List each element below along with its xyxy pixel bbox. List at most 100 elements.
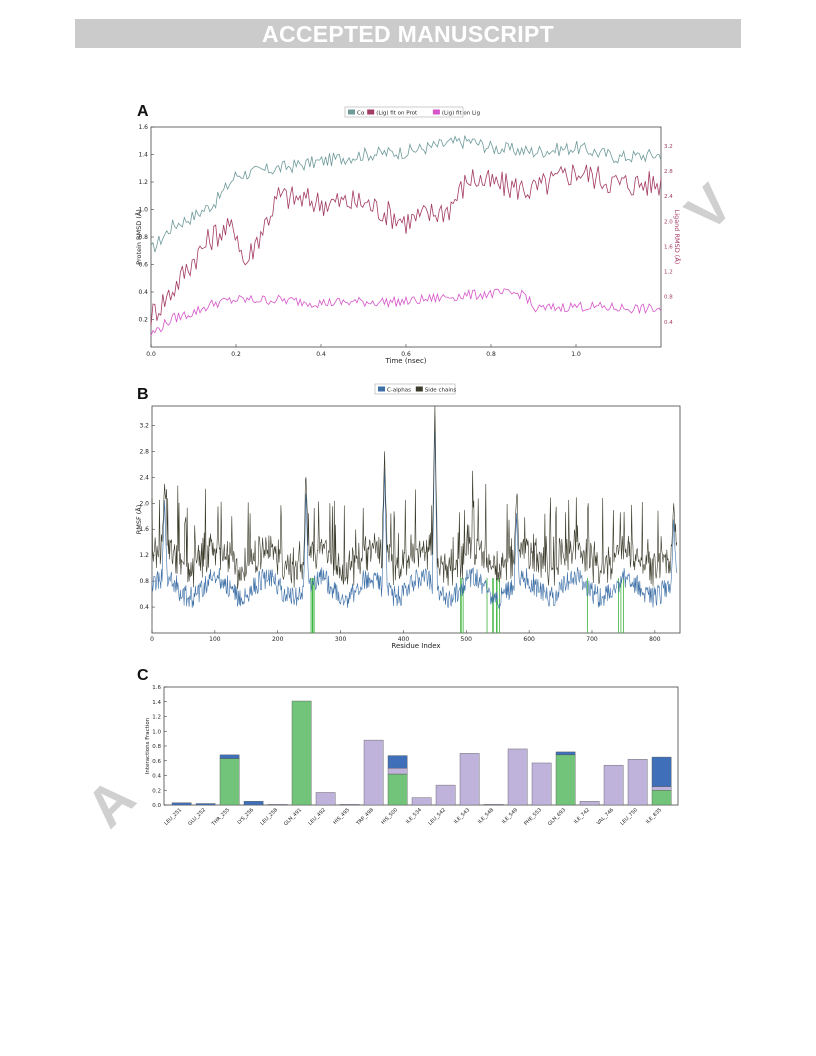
category-label-c: ILE_742 xyxy=(573,807,591,825)
series-line-a xyxy=(150,135,662,253)
legend-swatch-a xyxy=(432,109,440,115)
y2-tick-label-a: 2.0 xyxy=(664,219,673,225)
y-tick-label-c: 1.0 xyxy=(152,729,161,735)
category-label-c: VAL_746 xyxy=(596,807,615,826)
bar-segment xyxy=(579,801,600,806)
category-label-c: ILE_534 xyxy=(405,807,423,825)
y-tick-label-a: 1.0 xyxy=(138,207,148,214)
plot-frame-a xyxy=(150,126,662,348)
x-tick-label-b: 700 xyxy=(586,636,598,643)
legend-swatch-a xyxy=(348,109,355,115)
bar-segment xyxy=(363,739,384,806)
y-tick-label-c: 0.4 xyxy=(152,774,161,780)
legend-swatch-b xyxy=(415,386,423,392)
bar-segment xyxy=(339,804,360,806)
bar-segment xyxy=(651,756,672,787)
bar-segment xyxy=(267,804,288,806)
bar-segment xyxy=(651,786,672,791)
legend-label-a: Cα xyxy=(357,111,365,117)
x-tick-label-a: 0.8 xyxy=(486,351,496,358)
category-label-c: THR_255 xyxy=(210,807,231,828)
bar-segment xyxy=(387,767,408,775)
y2-axis-label-a: Ligand RMSD (Å) xyxy=(673,210,682,265)
category-label-c: HIS_495 xyxy=(332,807,351,826)
watermark-right: V xyxy=(673,172,745,243)
category-label-c: GLN_693 xyxy=(547,807,567,827)
y-tick-label-a: 0.2 xyxy=(138,317,148,324)
bar-segment xyxy=(387,773,408,806)
y-tick-label-b: 1.2 xyxy=(139,552,149,559)
manuscript-banner: ACCEPTED MANUSCRIPT xyxy=(75,19,741,48)
y-tick-label-b: 1.6 xyxy=(139,526,149,533)
y2-tick-label-a: 1.2 xyxy=(664,270,673,276)
y2-tick-label-a: 1.6 xyxy=(664,244,673,250)
watermark-left: A xyxy=(73,765,147,840)
y-tick-label-b: 0.4 xyxy=(139,604,149,611)
bar-segment xyxy=(531,762,552,806)
category-label-c: HIS_500 xyxy=(380,807,399,826)
bar-segment xyxy=(171,802,192,806)
banner-text: ACCEPTED MANUSCRIPT xyxy=(262,21,554,47)
y-tick-label-a: 1.2 xyxy=(138,179,148,186)
x-tick-label-b: 200 xyxy=(272,636,284,643)
category-label-c: GLN_491 xyxy=(283,807,303,827)
x-tick-label-b: 0 xyxy=(150,636,154,643)
y-tick-label-a: 1.6 xyxy=(138,124,148,131)
panel-label-c: C xyxy=(137,667,149,684)
y-tick-label-b: 2.8 xyxy=(139,448,149,455)
bar-segment xyxy=(315,792,336,806)
category-label-c: ILE_543 xyxy=(453,807,471,825)
legend-box-a xyxy=(344,106,464,118)
bar-segment xyxy=(555,751,576,756)
y-tick-label-c: 1.4 xyxy=(152,700,161,706)
bar-segment xyxy=(603,764,624,806)
series-line-sidechain xyxy=(151,405,678,589)
y-tick-label-b: 2.0 xyxy=(139,500,149,507)
y-tick-label-b: 3.2 xyxy=(139,422,149,429)
category-label-c: ILE_835 xyxy=(645,807,663,825)
panel-label-a: A xyxy=(137,103,149,120)
y-axis-label-b: RMSF (Å) xyxy=(134,505,143,535)
category-label-c: LEU_542 xyxy=(427,807,447,827)
series-line-calpha xyxy=(151,422,678,609)
category-label-c: GLU_252 xyxy=(187,807,207,827)
x-tick-label-a: 0.0 xyxy=(146,351,156,358)
y-tick-label-c: 0.2 xyxy=(152,788,161,794)
series-line-a xyxy=(150,288,662,336)
category-label-c: LEU_258 xyxy=(259,807,279,827)
bar-segment xyxy=(219,758,240,806)
y-tick-label-b: 2.4 xyxy=(139,474,149,481)
bar-segment xyxy=(627,759,648,806)
panel-label-b: B xyxy=(137,386,149,403)
category-label-c: LEU_492 xyxy=(307,807,327,827)
legend-label-a: (Lig) fit on Prot xyxy=(376,111,418,117)
y-tick-label-b: 0.8 xyxy=(139,578,149,585)
x-tick-label-b: 500 xyxy=(461,636,473,643)
bar-segment xyxy=(459,753,480,806)
y-tick-label-a: 0.8 xyxy=(138,234,148,241)
category-label-c: TRP_498 xyxy=(355,807,375,827)
y-tick-label-c: 1.2 xyxy=(152,715,161,721)
plot-frame-c xyxy=(163,686,679,806)
legend-box-b xyxy=(374,383,456,395)
x-axis-label-b: Residue Index xyxy=(391,642,440,650)
x-tick-label-b: 100 xyxy=(209,636,221,643)
y-tick-label-c: 0.0 xyxy=(152,803,161,809)
x-tick-label-b: 400 xyxy=(398,636,410,643)
x-tick-label-a: 0.6 xyxy=(401,351,411,358)
x-tick-label-a: 1.0 xyxy=(571,351,581,358)
category-label-c: LEU_251 xyxy=(163,807,183,827)
y-tick-label-c: 0.8 xyxy=(152,744,161,750)
legend-swatch-b xyxy=(378,386,385,392)
legend-swatch-a xyxy=(367,109,375,115)
y2-tick-label-a: 3.2 xyxy=(664,144,673,150)
category-label-c: ILE_549 xyxy=(501,807,519,825)
y-tick-label-c: 1.6 xyxy=(152,685,161,691)
y-axis-label-a: Protein RMSD (Å) xyxy=(134,209,143,265)
y2-tick-label-a: 0.8 xyxy=(664,295,673,301)
bar-segment xyxy=(219,754,240,759)
x-tick-label-a: 0.4 xyxy=(316,351,326,358)
bar-segment xyxy=(435,784,456,806)
bar-segment xyxy=(411,797,432,806)
